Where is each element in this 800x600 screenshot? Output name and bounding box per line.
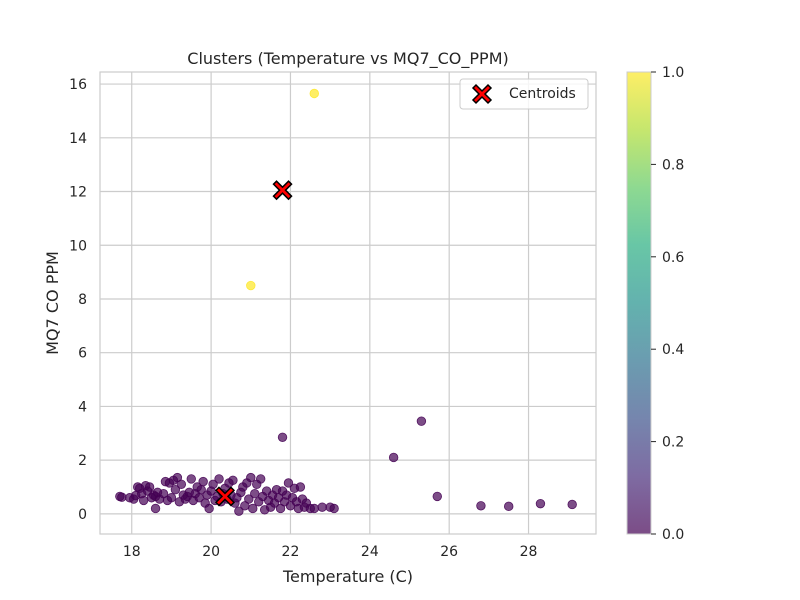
y-axis-label: MQ7 CO PPM (43, 251, 62, 355)
scatter-point (170, 484, 181, 495)
scatter-point (228, 475, 238, 485)
plot-frame (99, 71, 597, 535)
legend-label-centroids: Centroids (509, 86, 576, 102)
y-tick-label: 16 (69, 77, 87, 93)
scatter-point (329, 503, 339, 514)
scatter-point (138, 495, 149, 506)
scatter-point (388, 452, 399, 463)
scatter-point (250, 489, 260, 499)
scatter-point (432, 491, 442, 502)
y-tick-label: 10 (69, 238, 87, 254)
colorbar-tick-label: 0.6 (662, 250, 684, 266)
centroid-marker (272, 180, 293, 201)
scatter-point (476, 501, 486, 511)
x-tick-label: 22 (282, 544, 300, 560)
scatter-point (248, 503, 258, 514)
colorbar-gradient (627, 72, 651, 534)
data-points (115, 88, 577, 516)
y-axis-ticks: 0 2 4 6 8 10 12 14 16 (69, 77, 87, 523)
scatter-point (186, 474, 196, 484)
y-tick-label: 2 (78, 453, 87, 469)
legend-centroid-icon (471, 83, 493, 105)
scatter-point (504, 501, 514, 512)
scatter-point (295, 482, 306, 492)
chart-title: Clusters (Temperature vs MQ7_CO_PPM) (187, 49, 508, 69)
colorbar-tick-label: 0.4 (662, 342, 684, 358)
scatter-point (244, 494, 254, 504)
colorbar-tick-label: 0.2 (662, 435, 684, 451)
scatter-point (117, 492, 127, 502)
scatter-point (214, 474, 224, 484)
scatter-point (535, 498, 546, 509)
scatter-point (309, 88, 319, 99)
scatter-point (176, 479, 187, 490)
x-tick-label: 18 (123, 544, 141, 560)
scatter-point (317, 502, 327, 512)
y-tick-label: 14 (69, 131, 87, 147)
x-tick-label: 20 (202, 544, 220, 560)
scatter-point (166, 493, 177, 503)
colorbar-tick-label: 1.0 (662, 65, 684, 81)
colorbar-ticks: 0.0 0.2 0.4 0.6 0.8 1.0 (651, 65, 684, 543)
scatter-point (208, 479, 218, 490)
x-tick-label: 28 (520, 544, 538, 560)
y-tick-label: 12 (69, 185, 87, 201)
y-tick-label: 4 (78, 399, 87, 415)
scatter-point (150, 503, 161, 514)
legend-box (459, 78, 589, 110)
y-tick-label: 6 (78, 346, 87, 362)
colorbar-tick-label: 0.0 (662, 527, 684, 543)
scatter-point (256, 474, 266, 484)
x-axis-ticks: 18 20 22 24 26 28 (123, 544, 538, 560)
y-tick-label: 0 (78, 507, 87, 523)
centroid-marker (214, 486, 236, 507)
grid-lines (100, 72, 596, 534)
centroid-markers (214, 180, 293, 507)
x-axis-label: Temperature (C) (282, 567, 413, 586)
scatter-point (309, 503, 319, 514)
x-tick-label: 24 (361, 544, 379, 560)
scatter-point (416, 416, 427, 426)
scatter-point (234, 506, 244, 516)
colorbar-frame (626, 71, 652, 535)
scatter-point (283, 478, 294, 488)
plot-area (100, 72, 596, 534)
scatter-point (198, 476, 208, 487)
legend: Centroids (459, 78, 589, 110)
scatter-point (567, 499, 577, 510)
legend-centroid-marker (471, 83, 493, 105)
colorbar-tick-label: 0.8 (662, 157, 684, 173)
x-tick-label: 26 (440, 544, 458, 560)
scatter-point (277, 432, 288, 443)
scatter-point (246, 472, 256, 483)
scatter-point (204, 503, 214, 514)
scatter-point (246, 280, 256, 291)
colorbar: 0.0 0.2 0.4 0.6 0.8 1.0 (626, 65, 684, 543)
y-tick-label: 8 (78, 292, 87, 308)
scatter-point (144, 482, 155, 492)
